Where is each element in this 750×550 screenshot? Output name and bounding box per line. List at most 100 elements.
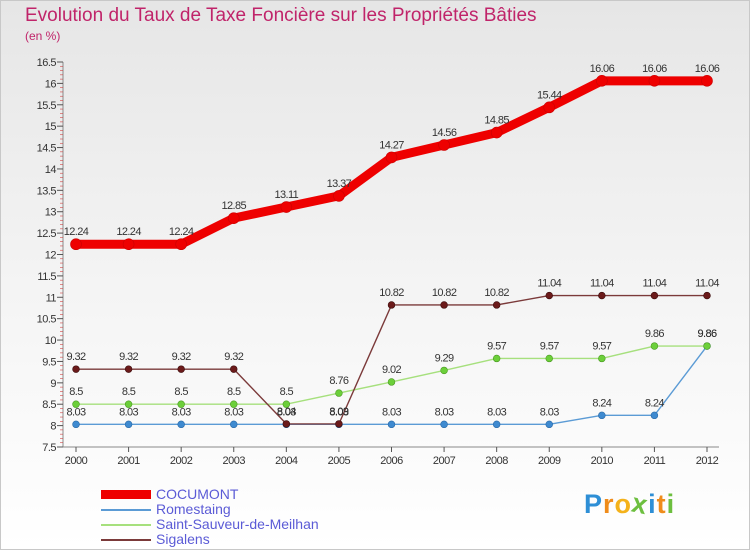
y-tick-label: 9: [50, 378, 56, 390]
legend-label: Romestaing: [156, 501, 231, 517]
data-point-cocumont: [333, 190, 345, 202]
y-tick-label: 16.5: [37, 57, 57, 69]
data-point-cocumont: [596, 75, 608, 87]
data-point-saint-sauveur-de-meilhan: [387, 378, 396, 386]
data-label-sigalens: 8.09: [329, 406, 348, 418]
data-label-romestaing: 8.03: [224, 406, 243, 418]
data-label-romestaing: 8.03: [435, 406, 454, 418]
y-tick-label: 13: [45, 207, 57, 219]
y-tick-label: 10: [45, 335, 57, 347]
data-label-cocumont: 16.06: [695, 63, 720, 75]
data-label-sigalens: 11.04: [643, 278, 667, 290]
data-label-cocumont: 12.85: [221, 200, 246, 212]
data-point-cocumont: [385, 151, 398, 164]
y-tick-label: 16: [45, 78, 57, 90]
proxiti-logo: Proxiti: [584, 488, 676, 521]
data-labels: 8.03 8.03 8.03 8.03 8.03 8.03 8.03 8.03 8.03 8.03…: [64, 63, 721, 419]
data-label-sigalens: 9.32: [119, 351, 138, 363]
data-label-cocumont: 16.06: [590, 63, 615, 75]
legend-label: Saint-Sauveur-de-Meilhan: [156, 516, 319, 532]
data-point-cocumont: [227, 212, 240, 224]
x-tick-label: 2004: [275, 455, 298, 467]
data-point-saint-sauveur-de-meilhan: [230, 400, 238, 408]
data-point-sigalens: [440, 301, 448, 309]
data-point-saint-sauveur-de-meilhan: [177, 400, 185, 408]
y-tick-label: 8: [50, 421, 56, 433]
data-point-romestaing: [387, 420, 396, 429]
legend-swatch: [101, 523, 151, 526]
x-tick-label: 2011: [644, 455, 666, 467]
y-tick-label: 12.5: [37, 228, 57, 240]
data-label-sigalens: 11.04: [537, 278, 561, 290]
data-label-sigalens: 8.04: [277, 406, 296, 418]
y-tick-label: 14: [45, 164, 57, 176]
data-point-romestaing: [598, 411, 606, 420]
data-point-saint-sauveur-de-meilhan: [703, 342, 711, 350]
data-point-cocumont: [490, 126, 503, 139]
data-label-romestaing: 8.24: [645, 397, 664, 409]
data-point-cocumont: [701, 75, 713, 87]
data-label-sigalens: 10.82: [379, 287, 404, 299]
data-point-cocumont: [70, 238, 82, 251]
data-point-sigalens: [72, 365, 80, 373]
y-tick-label: 12: [45, 250, 57, 262]
data-label-saint-sauveur-de-meilhan: 9.29: [435, 352, 454, 364]
data-point-romestaing: [650, 411, 659, 420]
data-point-saint-sauveur-de-meilhan: [72, 400, 80, 408]
data-point-romestaing: [177, 420, 185, 429]
data-point-romestaing: [72, 420, 80, 429]
data-label-sigalens: 10.82: [432, 287, 457, 299]
data-point-sigalens: [598, 291, 606, 300]
data-label-saint-sauveur-de-meilhan: 8.5: [227, 386, 241, 398]
data-label-saint-sauveur-de-meilhan: 9.86: [645, 328, 664, 340]
chart-title: Evolution du Taux de Taxe Foncière sur l…: [25, 5, 537, 26]
data-point-sigalens: [282, 420, 291, 428]
data-label-romestaing: 8.03: [172, 406, 191, 418]
data-label-sigalens: 10.82: [484, 287, 509, 299]
logo-letter: i: [648, 489, 657, 519]
data-label-cocumont: 14.27: [379, 139, 404, 151]
data-label-romestaing: 9.86: [697, 328, 716, 340]
data-label-saint-sauveur-de-meilhan: 9.86: [697, 328, 716, 340]
data-point-sigalens: [703, 291, 711, 300]
x-tick-label: 2012: [696, 455, 719, 467]
data-label-saint-sauveur-de-meilhan: 9.02: [382, 364, 401, 376]
data-point-saint-sauveur-de-meilhan: [492, 354, 501, 363]
x-tick-label: 2003: [223, 455, 246, 467]
y-tick-label: 9.5: [42, 356, 56, 368]
data-label-saint-sauveur-de-meilhan: 9.57: [592, 340, 611, 352]
x-tick-label: 2008: [485, 455, 508, 467]
data-point-sigalens: [335, 420, 343, 428]
legend-label: COCUMONT: [156, 486, 239, 502]
logo-letter: r: [603, 489, 615, 519]
data-label-saint-sauveur-de-meilhan: 8.5: [69, 386, 83, 398]
data-point-cocumont: [122, 238, 135, 251]
y-axis-unit: (en %): [25, 29, 61, 43]
logo-letter: t: [656, 489, 667, 519]
axes: 7.5 8 8.5 9 9.5 10 10.5 11 11.5 12 12.5 13 13.5 14 14.…: [37, 57, 720, 467]
data-point-saint-sauveur-de-meilhan: [545, 354, 553, 363]
data-point-saint-sauveur-de-meilhan: [650, 342, 659, 350]
data-label-sigalens: 11.04: [695, 278, 719, 290]
data-point-sigalens: [124, 365, 133, 373]
data-point-saint-sauveur-de-meilhan: [124, 400, 133, 408]
x-tick-label: 2002: [170, 455, 193, 467]
data-label-cocumont: 12.24: [116, 226, 141, 238]
x-tick-label: 2010: [591, 455, 614, 467]
data-label-cocumont: 12.24: [169, 226, 194, 238]
data-point-cocumont: [543, 101, 556, 114]
data-label-romestaing: 8.03: [540, 406, 559, 418]
data-label-cocumont: 12.24: [64, 226, 89, 238]
data-label-cocumont: 13.11: [274, 189, 298, 201]
logo-letter: i: [666, 489, 676, 519]
data-label-saint-sauveur-de-meilhan: 8.5: [122, 386, 136, 398]
x-tick-label: 2005: [328, 455, 351, 467]
y-tick-label: 15: [45, 121, 57, 133]
data-label-saint-sauveur-de-meilhan: 8.76: [329, 375, 348, 387]
data-point-sigalens: [230, 365, 238, 373]
x-tick-label: 2000: [65, 455, 88, 467]
data-point-sigalens: [492, 301, 501, 309]
data-label-cocumont: 14.56: [432, 127, 457, 139]
data-label-romestaing: 8.03: [382, 406, 401, 418]
